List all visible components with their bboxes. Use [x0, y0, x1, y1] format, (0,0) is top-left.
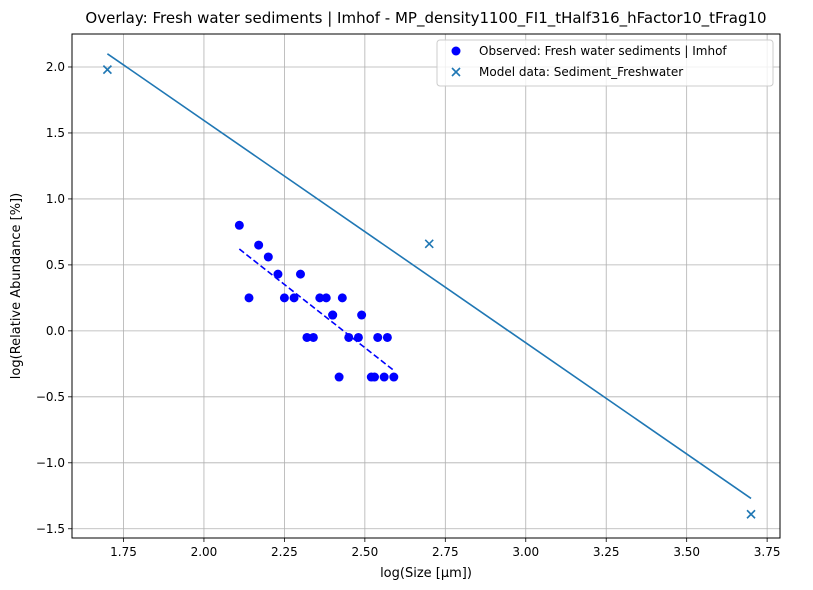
chart-title: Overlay: Fresh water sediments | Imhof -… [85, 9, 766, 28]
grid [72, 34, 780, 538]
observed-point [315, 293, 325, 303]
observed-point [344, 332, 354, 342]
model-point-stroke [102, 65, 112, 75]
legend-marker-stroke [451, 67, 461, 77]
x-tick-label: 3.75 [754, 545, 781, 559]
observed-point [273, 269, 283, 279]
observed-point [382, 332, 392, 342]
y-tick-label: 1.5 [46, 126, 65, 140]
model-point [746, 509, 756, 519]
observed-point [328, 310, 338, 320]
y-tick-label: 2.0 [46, 60, 65, 74]
observed-point [308, 332, 318, 342]
observed-point [379, 372, 389, 382]
observed-point [337, 293, 347, 303]
observed-point [234, 220, 244, 230]
observed-point [295, 269, 305, 279]
plot-area [71, 33, 781, 539]
observed-point [302, 332, 312, 342]
x-tick-label: 1.75 [110, 545, 137, 559]
axis-ticks: 1.75 2.00 2.25 2.50 2.75 3.00 3.25 3.50 3.75 −1.5… [36, 60, 781, 559]
y-tick-label: −1.5 [36, 522, 65, 536]
legend-box [436, 39, 774, 87]
legend-marker-model [451, 67, 461, 77]
legend-marker-observed [451, 46, 461, 56]
observed-point [370, 372, 380, 382]
observed-point [373, 332, 383, 342]
observed-point [279, 293, 289, 303]
y-tick-label: 0.5 [46, 258, 65, 272]
y-tick-label: 1.0 [46, 192, 65, 206]
model-point-stroke [746, 509, 756, 519]
observed-fit-line [238, 248, 395, 372]
model-fit-line [106, 53, 752, 500]
observed-point [357, 310, 367, 320]
y-tick-label: −1.0 [36, 456, 65, 470]
x-tick-label: 2.50 [351, 545, 378, 559]
y-tick-label: −0.5 [36, 390, 65, 404]
observed-point [321, 293, 331, 303]
observed-point [334, 372, 344, 382]
x-axis-label: log(Size [μm]) [380, 566, 472, 581]
legend-label-model: Model data: Sediment_Freshwater [479, 65, 683, 79]
x-tick-label: 2.75 [432, 545, 459, 559]
model-point [424, 239, 434, 249]
observed-point [353, 332, 363, 342]
x-tick-label: 3.00 [512, 545, 539, 559]
model-point [102, 65, 112, 75]
data-layer [102, 53, 756, 519]
x-tick-label: 3.25 [593, 545, 620, 559]
observed-point [289, 293, 299, 303]
x-tick-label: 2.25 [271, 545, 298, 559]
observed-point [263, 252, 273, 262]
observed-point [254, 240, 264, 250]
observed-point [244, 293, 254, 303]
x-tick-label: 2.00 [191, 545, 218, 559]
observed-point [389, 372, 399, 382]
y-tick-label: 0.0 [46, 324, 65, 338]
model-point-stroke [424, 239, 434, 249]
legend-label-observed: Observed: Fresh water sediments | Imhof [479, 44, 727, 58]
y-axis-label: log(Relative Abundance [%]) [9, 193, 24, 379]
legend: Observed: Fresh water sediments | Imhof … [436, 39, 774, 87]
x-tick-label: 3.50 [673, 545, 700, 559]
